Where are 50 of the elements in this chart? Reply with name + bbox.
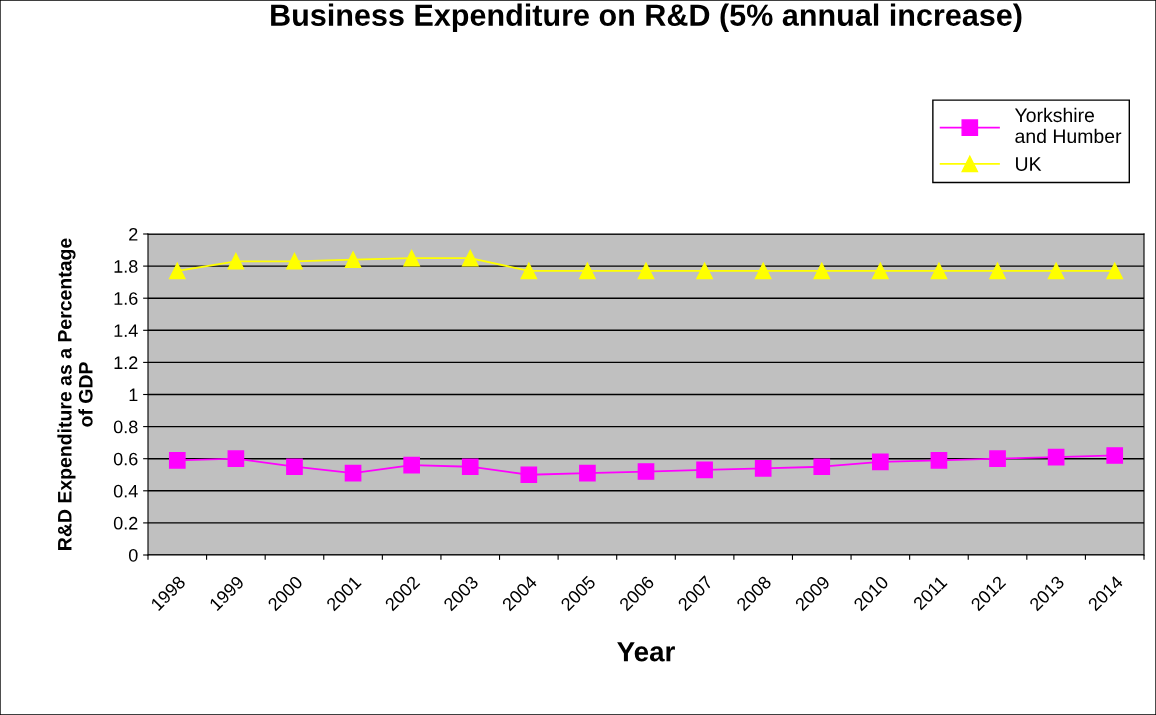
- y-tick-label: 0.8: [113, 420, 138, 434]
- point: [989, 262, 1006, 280]
- point: [403, 249, 420, 267]
- point: [1106, 447, 1124, 464]
- point: [696, 262, 713, 280]
- y-tick-label: 0.2: [113, 516, 138, 530]
- point: [754, 262, 772, 280]
- legend-label: Yorkshire and Humber: [1014, 107, 1122, 144]
- point: [872, 262, 889, 280]
- point: [227, 450, 245, 468]
- point: [1106, 262, 1124, 280]
- point: [1047, 262, 1065, 280]
- point: [520, 262, 538, 280]
- point: [579, 262, 596, 280]
- point: [461, 249, 479, 267]
- point: [520, 466, 538, 484]
- point: [1047, 448, 1065, 466]
- point: [168, 451, 186, 469]
- point: [461, 458, 479, 476]
- point: [579, 464, 596, 482]
- y-tick-label: 0: [128, 548, 138, 562]
- y-tick-label: 0.6: [113, 452, 138, 466]
- y-tick-label: 1.2: [114, 356, 138, 369]
- legend-label: UK: [1016, 157, 1042, 171]
- y-tick-label: 0.4: [113, 484, 138, 498]
- point: [930, 451, 948, 469]
- y-tick-label: 1.8: [114, 260, 138, 273]
- point: [344, 464, 362, 482]
- point: [286, 252, 303, 270]
- point: [813, 458, 831, 476]
- chart-title: Business Expenditure on R&D (5% annual increase): [271, 3, 1022, 33]
- point: [637, 262, 655, 280]
- x-axis-title: Year: [617, 642, 675, 662]
- y-tick-label: 1: [129, 388, 138, 402]
- point: [227, 252, 245, 270]
- y-tick-label: 1.6: [114, 292, 138, 305]
- point: [168, 262, 186, 280]
- point: [930, 262, 948, 280]
- point: [286, 458, 303, 476]
- point: [696, 461, 713, 479]
- point: [403, 456, 420, 474]
- point: [637, 463, 655, 480]
- point: [989, 450, 1006, 468]
- point: [344, 251, 362, 269]
- point: [872, 453, 889, 471]
- y-tick-label: 1.4: [114, 324, 138, 337]
- point: [754, 459, 772, 477]
- y-axis-title: R&D Expenditure as a Percentage of GDP: [57, 238, 93, 550]
- y-tick-label: 2: [129, 227, 138, 241]
- point: [813, 262, 831, 280]
